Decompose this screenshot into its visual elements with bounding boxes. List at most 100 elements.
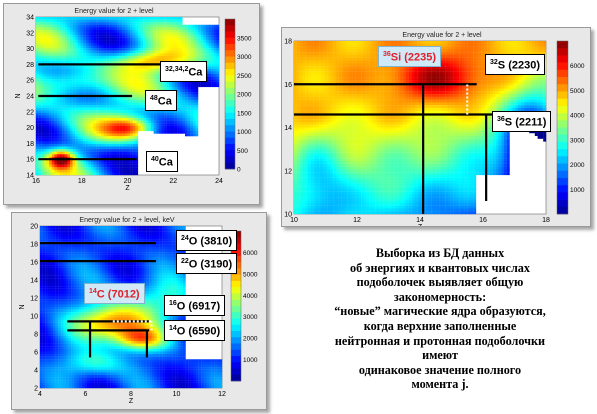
heatmap-cell [132, 97, 136, 101]
heatmap-cell [316, 80, 320, 83]
heatmap-cell [151, 27, 154, 31]
heatmap-cell [67, 17, 71, 20]
heatmap-cell [182, 102, 186, 106]
heatmap-cell [350, 74, 353, 78]
heatmap-cell [316, 169, 320, 173]
heatmap-cell [114, 164, 118, 168]
heatmap-cell [75, 136, 78, 139]
heatmap-cell [198, 37, 201, 41]
heatmap-cell [88, 164, 92, 168]
heatmap-cell [336, 110, 339, 114]
heatmap-cell [310, 138, 314, 142]
heatmap-cell [352, 57, 356, 61]
heatmap-cell [137, 128, 141, 132]
heatmap-cell [308, 205, 311, 209]
heatmap-cell [62, 53, 65, 56]
heatmap-cell [59, 40, 63, 44]
heatmap-cell [205, 58, 209, 62]
heatmap-cell [85, 167, 89, 170]
heatmap-cell [43, 167, 47, 170]
heatmap-cell [310, 96, 314, 100]
heatmap-cell [69, 48, 73, 51]
heatmap-cell [166, 48, 170, 51]
heatmap-cell [319, 172, 323, 176]
heatmap-cell [192, 125, 196, 129]
heatmap-cell [132, 32, 136, 36]
heatmap-cell [324, 205, 328, 209]
heatmap-cell [177, 86, 180, 90]
heatmap-cell [347, 149, 351, 153]
heatmap-cell [62, 73, 65, 77]
heatmap-cell [313, 194, 317, 198]
heatmap-cell [98, 29, 102, 33]
heatmap-cell [132, 35, 136, 38]
heatmap-cell [109, 141, 112, 145]
heatmap-cell [333, 180, 337, 184]
heatmap-cell [330, 80, 334, 83]
heatmap-cell [305, 119, 309, 123]
heatmap-cell [36, 164, 39, 168]
heatmap-cell [77, 151, 81, 155]
heatmap-cell [106, 107, 110, 111]
heatmap-cell [75, 55, 78, 59]
heatmap-cell [352, 77, 356, 81]
heatmap-cell [182, 50, 186, 54]
heatmap-cell [347, 88, 351, 92]
heatmap-cell [338, 77, 342, 81]
heatmap-cell [51, 24, 55, 28]
heatmap-cell [192, 115, 196, 119]
heatmap-cell [127, 105, 131, 108]
heatmap-cell [185, 40, 188, 44]
heatmap-cell [347, 130, 351, 134]
heatmap-cell [127, 102, 131, 106]
heatmap-cell [299, 138, 303, 142]
heatmap-cell [208, 61, 212, 64]
heatmap-cell [336, 169, 339, 173]
heatmap-cell [64, 167, 68, 170]
heatmap-cell [140, 120, 144, 124]
heatmap-cell [88, 154, 92, 158]
heatmap-cell [56, 107, 60, 111]
heatmap-cell [299, 102, 303, 106]
heatmap-cell [93, 128, 97, 132]
heatmap-cell [122, 105, 126, 108]
heatmap-cell [310, 191, 314, 195]
heatmap-cell [347, 200, 351, 203]
heatmap-cell [336, 121, 339, 125]
heatmap-cell [62, 99, 65, 103]
heatmap-cell [85, 128, 89, 132]
heatmap-cell [106, 79, 110, 82]
heatmap-cell [64, 169, 68, 173]
heatmap-cell [161, 29, 165, 33]
heatmap-cell [117, 71, 120, 75]
heatmap-cell [80, 24, 84, 28]
heatmap-cell [90, 40, 94, 44]
heatmap-cell [161, 32, 165, 36]
heatmap-cell [119, 84, 123, 88]
heatmap-cell [213, 68, 217, 72]
heatmap-cell [308, 147, 311, 150]
heatmap-cell [122, 159, 126, 163]
heatmap-cell [135, 66, 139, 69]
heatmap-cell [164, 130, 167, 134]
heatmap-cell [132, 172, 136, 176]
heatmap-cell [88, 92, 92, 95]
heatmap-cell [119, 138, 123, 142]
heatmap-cell [49, 27, 52, 31]
heatmap-cell [313, 152, 317, 156]
heatmap-cell [182, 99, 186, 103]
heatmap-cell [96, 76, 99, 80]
heatmap-cell [350, 144, 353, 148]
heatmap-cell [336, 188, 339, 192]
heatmap-cell [85, 169, 89, 173]
x-tick-label: 22 [169, 178, 177, 185]
heatmap-cell [75, 102, 78, 106]
heatmap-cell [114, 17, 118, 20]
heatmap-cell [313, 107, 317, 111]
heatmap-cell [341, 57, 345, 61]
heatmap-cell [124, 130, 128, 134]
heatmap-cell [316, 163, 320, 167]
heatmap-cell [161, 115, 165, 119]
heatmap-cell [302, 133, 306, 137]
heatmap-cell [324, 49, 328, 53]
